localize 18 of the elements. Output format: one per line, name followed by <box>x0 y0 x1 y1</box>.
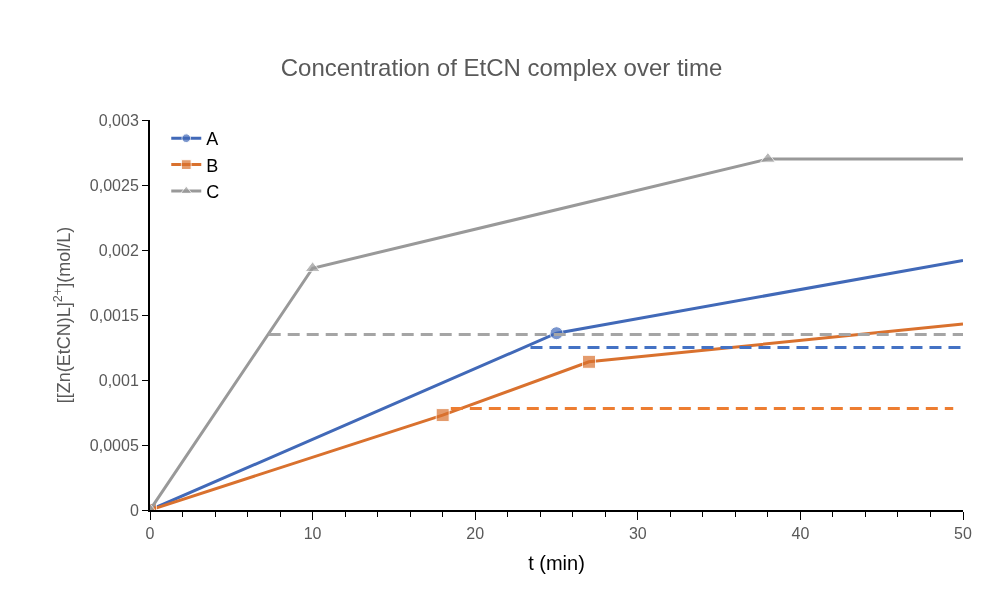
x-tick-label: 0 <box>145 525 155 543</box>
y-tick-label: 0,0025 <box>89 176 139 194</box>
x-tick-label: 10 <box>303 525 322 543</box>
legend-label: B <box>206 155 219 176</box>
y-tick-label: 0,003 <box>98 111 139 129</box>
x-tick-label: 40 <box>791 525 810 543</box>
y-tick-label: 0 <box>129 501 139 519</box>
x-tick-label: 20 <box>466 525 485 543</box>
y-tick-label: 0,0005 <box>89 436 139 454</box>
y-tick-label: 0,001 <box>98 371 139 389</box>
x-tick-label: 50 <box>954 525 972 543</box>
y-tick-label: 0,002 <box>98 241 139 259</box>
chart-title: Concentration of EtCN complex over time <box>280 53 723 81</box>
legend-label: A <box>206 129 219 150</box>
x-axis-title: t (min) <box>528 552 585 575</box>
y-tick-label: 0,0015 <box>89 306 139 324</box>
legend-label: C <box>206 182 220 203</box>
x-tick-label: 30 <box>628 525 647 543</box>
